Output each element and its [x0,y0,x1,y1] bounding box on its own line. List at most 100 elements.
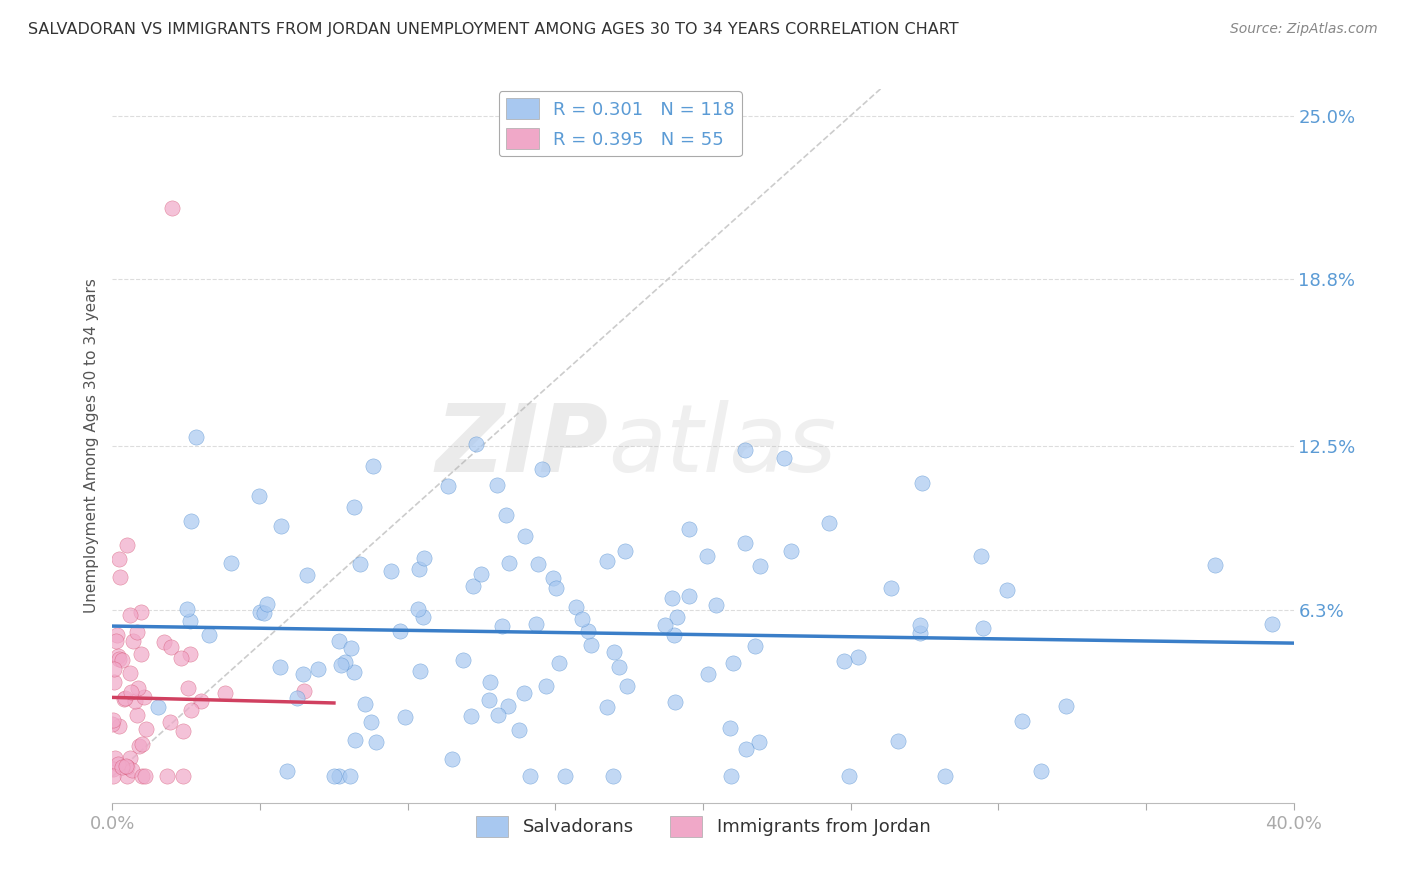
Point [613,544,636,558]
Point [322,769,344,783]
Point [104,633,127,648]
Point [307,662,329,676]
Point [363,458,385,473]
Point [297,568,319,582]
Point [748,735,770,749]
Point [249,606,271,620]
Point [879,582,901,596]
Point [108,570,131,584]
Legend: Salvadorans, Immigrants from Jordan: Salvadorans, Immigrants from Jordan [468,808,938,844]
Point [498,698,520,713]
Point [413,551,436,566]
Point [478,675,501,690]
Point [112,691,135,706]
Point [972,621,994,635]
Point [911,476,934,491]
Point [160,201,183,215]
Point [176,602,198,616]
Point [495,508,517,522]
Point [103,662,125,676]
Point [749,559,772,574]
Text: SALVADORAN VS IMMIGRANTS FROM JORDAN UNEMPLOYMENT AMONG AGES 30 TO 34 YEARS CORR: SALVADORAN VS IMMIGRANTS FROM JORDAN UNE… [28,22,959,37]
Point [128,739,150,753]
Point [125,708,148,723]
Point [773,450,796,465]
Point [105,628,128,642]
Point [485,478,508,492]
Point [380,564,402,578]
Point [846,649,869,664]
Point [269,660,291,674]
Point [908,626,931,640]
Point [664,695,686,709]
Point [335,655,357,669]
Point [508,723,530,738]
Point [270,519,292,533]
Point [654,618,676,632]
Point [180,514,202,528]
Point [252,606,274,620]
Point [172,769,194,783]
Point [107,718,129,732]
Point [153,634,176,648]
Point [696,549,718,563]
Point [412,610,434,624]
Point [121,763,143,777]
Point [571,611,593,625]
Point [115,769,138,783]
Point [354,697,377,711]
Point [146,699,169,714]
Point [721,656,744,670]
Point [339,769,361,783]
Point [554,769,576,783]
Point [531,462,554,476]
Point [544,581,567,595]
Point [451,653,474,667]
Point [1011,714,1033,729]
Point [101,713,124,727]
Point [734,443,756,458]
Point [256,597,278,611]
Point [132,690,155,704]
Point [1204,558,1226,573]
Y-axis label: Unemployment Among Ages 30 to 34 years: Unemployment Among Ages 30 to 34 years [83,278,98,614]
Point [596,554,619,568]
Point [184,430,207,444]
Text: ZIP: ZIP [436,400,609,492]
Point [470,566,492,581]
Point [124,694,146,708]
Point [607,660,630,674]
Point [513,686,536,700]
Point [131,769,153,783]
Point [285,690,308,705]
Point [343,500,366,514]
Point [107,757,129,772]
Point [172,723,194,738]
Point [214,686,236,700]
Point [177,681,200,695]
Point [292,684,315,698]
Point [159,640,181,654]
Point [513,529,536,543]
Point [115,538,138,552]
Point [662,628,685,642]
Point [103,674,125,689]
Point [666,610,689,624]
Point [394,710,416,724]
Point [101,717,124,731]
Point [120,751,142,765]
Point [441,752,464,766]
Point [101,769,124,783]
Point [127,681,149,695]
Point [342,665,364,680]
Point [408,562,430,576]
Text: atlas: atlas [609,401,837,491]
Point [114,690,136,705]
Point [292,666,315,681]
Point [409,664,432,678]
Point [328,769,350,783]
Point [519,769,541,783]
Point [129,605,152,619]
Point [678,522,700,536]
Point [744,639,766,653]
